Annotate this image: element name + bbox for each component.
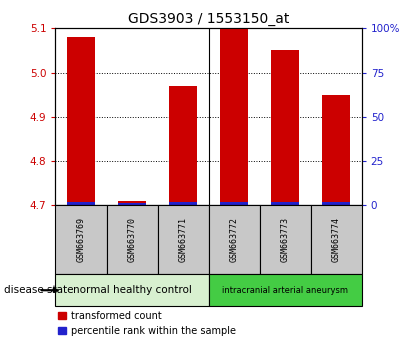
Text: GSM663772: GSM663772 [230, 217, 239, 262]
Bar [169, 86, 197, 205]
Bar [311, 205, 362, 274]
Legend: transformed count, percentile rank within the sample: transformed count, percentile rank withi… [56, 309, 238, 338]
Bar [322, 95, 350, 205]
Bar [260, 205, 311, 274]
Bar [169, 202, 197, 205]
Bar [209, 205, 260, 274]
Bar [67, 37, 95, 205]
Bar [67, 202, 95, 205]
Text: intracranial arterial aneurysm: intracranial arterial aneurysm [222, 286, 348, 295]
Bar [118, 202, 146, 205]
Bar [55, 205, 106, 274]
Bar [55, 274, 209, 306]
Text: normal healthy control: normal healthy control [73, 285, 192, 295]
Text: GSM663774: GSM663774 [332, 217, 341, 262]
Text: GSM663770: GSM663770 [127, 217, 136, 262]
Bar [106, 205, 157, 274]
Text: GSM663769: GSM663769 [76, 217, 85, 262]
Title: GDS3903 / 1553150_at: GDS3903 / 1553150_at [128, 12, 289, 26]
Bar [271, 50, 299, 205]
Bar [220, 28, 248, 205]
Bar [322, 202, 350, 205]
Text: GSM663773: GSM663773 [281, 217, 290, 262]
Bar [157, 205, 208, 274]
Text: GSM663771: GSM663771 [178, 217, 187, 262]
Bar [271, 202, 299, 205]
Text: disease state: disease state [4, 285, 74, 295]
Bar [220, 202, 248, 205]
Bar [118, 201, 146, 205]
Bar [209, 274, 362, 306]
